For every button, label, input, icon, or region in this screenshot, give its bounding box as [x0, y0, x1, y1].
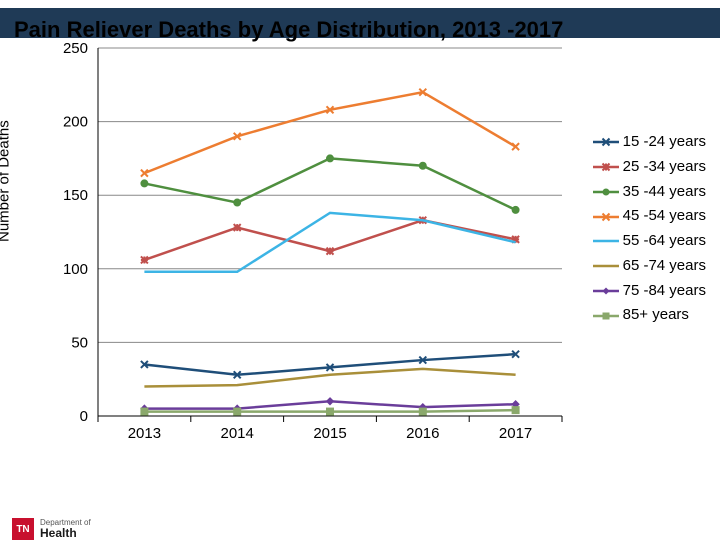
legend-label: 85+ years [623, 303, 689, 328]
svg-text:0: 0 [80, 408, 88, 425]
legend-swatch [593, 135, 619, 149]
footer-logo: TN Department of Health [12, 518, 91, 540]
legend-swatch [593, 284, 619, 298]
svg-text:250: 250 [63, 42, 88, 57]
legend-item: 35 -44 years [593, 180, 706, 205]
legend-label: 15 -24 years [623, 130, 706, 155]
svg-text:2017: 2017 [499, 425, 532, 442]
legend-swatch [593, 259, 619, 273]
legend-swatch [593, 160, 619, 174]
legend-item: 45 -54 years [593, 204, 706, 229]
chart-area: 05010015020025020132014201520162017 Numb… [6, 42, 706, 462]
legend-label: 65 -74 years [623, 254, 706, 279]
svg-text:2013: 2013 [128, 425, 161, 442]
legend-item: 65 -74 years [593, 254, 706, 279]
logo-health: Health [40, 527, 91, 540]
legend-item: 25 -34 years [593, 155, 706, 180]
legend-item: 55 -64 years [593, 229, 706, 254]
y-axis-label: Number of Deaths [0, 120, 13, 242]
legend-label: 75 -84 years [623, 279, 706, 304]
legend-swatch [593, 234, 619, 248]
svg-text:50: 50 [71, 334, 88, 351]
legend-item: 75 -84 years [593, 279, 706, 304]
legend-item: 85+ years [593, 303, 706, 328]
svg-text:100: 100 [63, 261, 88, 278]
svg-text:150: 150 [63, 187, 88, 204]
legend-label: 45 -54 years [623, 204, 706, 229]
legend-swatch [593, 210, 619, 224]
legend-swatch [593, 185, 619, 199]
legend-label: 35 -44 years [623, 180, 706, 205]
svg-text:2014: 2014 [221, 425, 254, 442]
svg-text:2015: 2015 [313, 425, 346, 442]
tn-logo-icon: TN [12, 518, 34, 540]
svg-text:200: 200 [63, 114, 88, 131]
svg-text:2016: 2016 [406, 425, 439, 442]
page-title: Pain Reliever Deaths by Age Distribution… [14, 16, 563, 44]
legend-label: 25 -34 years [623, 155, 706, 180]
legend-item: 15 -24 years [593, 130, 706, 155]
legend: 15 -24 years25 -34 years35 -44 years45 -… [593, 130, 706, 328]
legend-label: 55 -64 years [623, 229, 706, 254]
legend-swatch [593, 309, 619, 323]
